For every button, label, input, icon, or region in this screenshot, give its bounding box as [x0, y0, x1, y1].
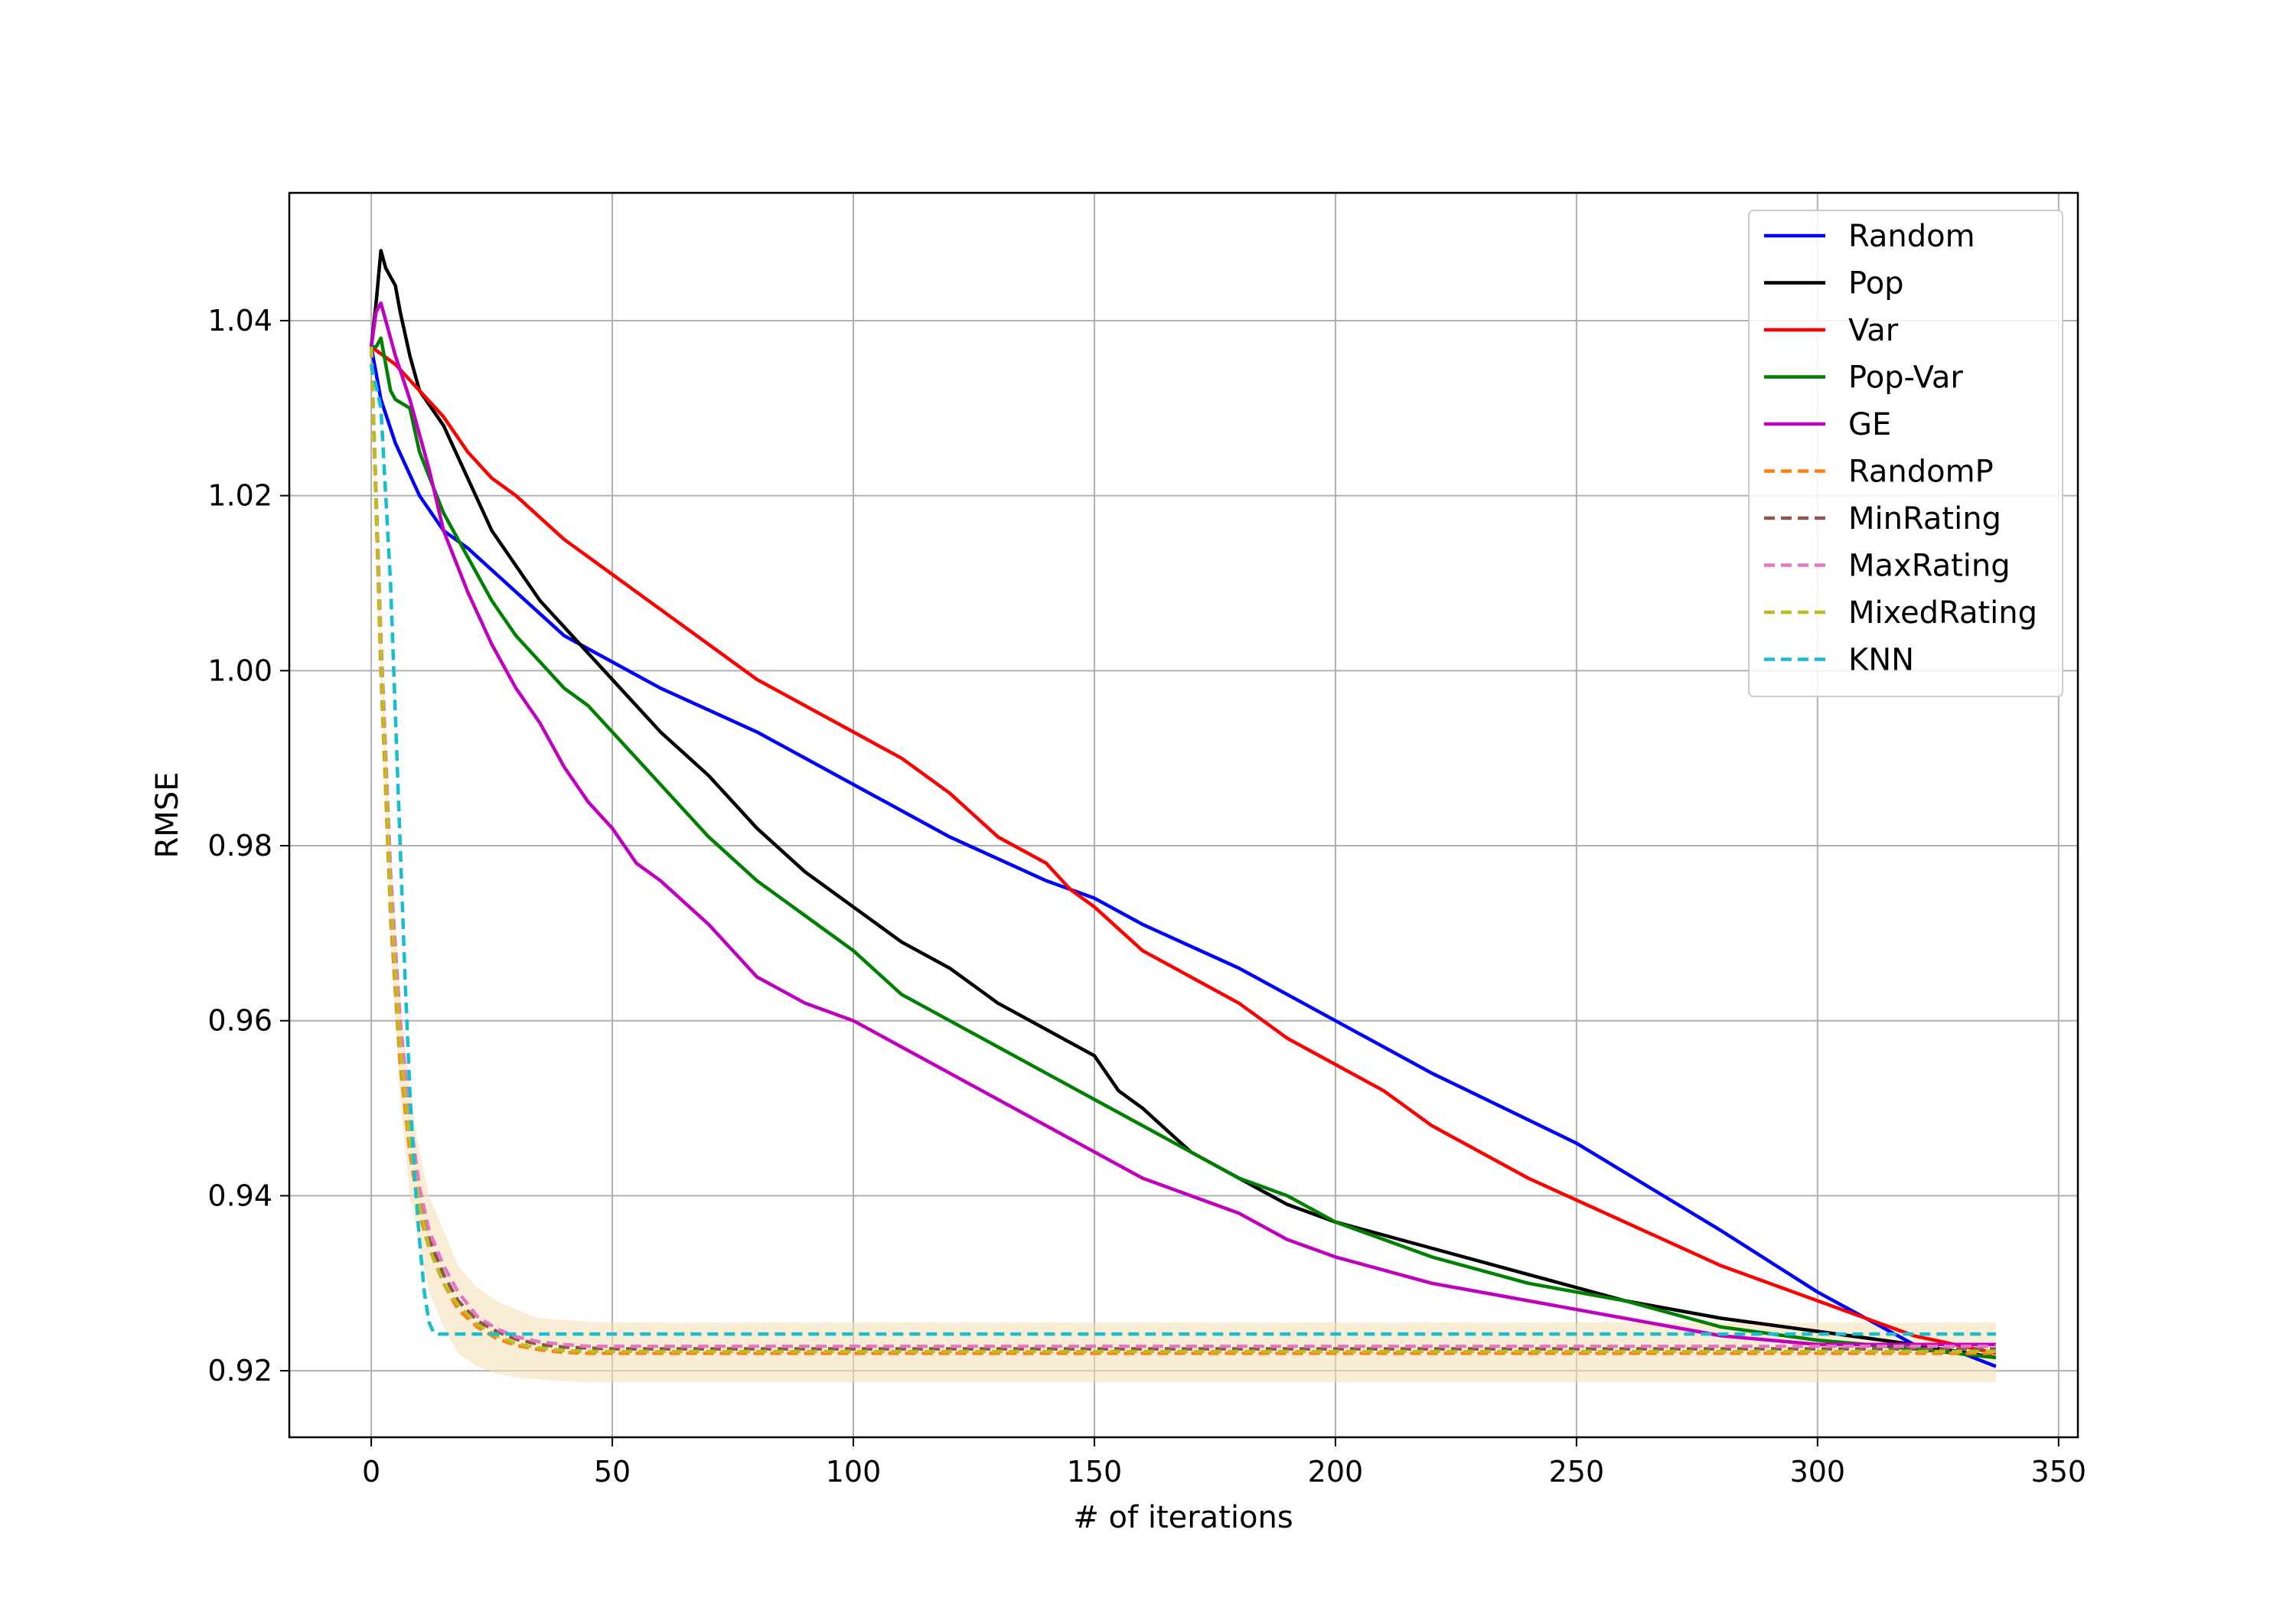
- y-tick-label: 0.98: [207, 829, 272, 863]
- y-tick-label: 1.00: [207, 654, 272, 687]
- legend: Random Pop Var Pop-Var GE RandomP MinRating Max…: [1748, 210, 2063, 697]
- series-layer: [369, 249, 1997, 1368]
- series-line-ge: [369, 301, 1996, 1347]
- legend-label-pop: Pop: [1848, 266, 1904, 302]
- y-axis-label: RMSE: [150, 772, 185, 859]
- series-line-minrating: [369, 347, 1996, 1351]
- x-tick-label: 0: [362, 1455, 380, 1489]
- legend-label-ge: GE: [1848, 407, 1891, 442]
- x-axis-label: # of iterations: [1073, 1500, 1293, 1535]
- legend-label-maxrating: MaxRating: [1848, 549, 2011, 584]
- legend-label-minrating: MinRating: [1848, 501, 2001, 536]
- y-tick-label: 0.96: [207, 1004, 272, 1038]
- x-tick-label: 50: [594, 1455, 631, 1489]
- x-tick-label: 250: [1549, 1455, 1605, 1489]
- series-line-knn: [369, 364, 1996, 1336]
- x-tick-label: 350: [2031, 1455, 2087, 1489]
- x-tick-label: 150: [1067, 1455, 1123, 1489]
- plot-frame: [288, 191, 2079, 1439]
- x-tick-label: 300: [1790, 1455, 1846, 1489]
- y-tick-label: 1.04: [207, 304, 272, 338]
- axis-ticks: 0 50 100 150 200 250 300 350 0.92 0.94 0.96 0.98 1.0…: [207, 304, 2086, 1489]
- series-line-pop: [369, 249, 1997, 1360]
- legend-label-pop-var: Pop-Var: [1848, 360, 1963, 396]
- y-tick-label: 0.94: [207, 1179, 272, 1212]
- y-tick-label: 1.02: [207, 479, 272, 513]
- y-tick-label: 0.92: [207, 1354, 272, 1388]
- legend-label-knn: KNN: [1848, 643, 1914, 678]
- legend-label-random: Random: [1848, 219, 1975, 254]
- series-line-pop-var: [371, 336, 1997, 1360]
- x-tick-label: 100: [826, 1455, 882, 1489]
- series-line-mixedrating: [369, 347, 1996, 1354]
- legend-box: [1748, 210, 2063, 697]
- legend-label-mixedrating: MixedRating: [1848, 595, 2037, 631]
- series-line-var: [370, 345, 1997, 1355]
- legend-label-var: Var: [1848, 313, 1899, 348]
- legend-label-randomp: RandomP: [1848, 455, 1994, 490]
- x-tick-label: 200: [1308, 1455, 1364, 1489]
